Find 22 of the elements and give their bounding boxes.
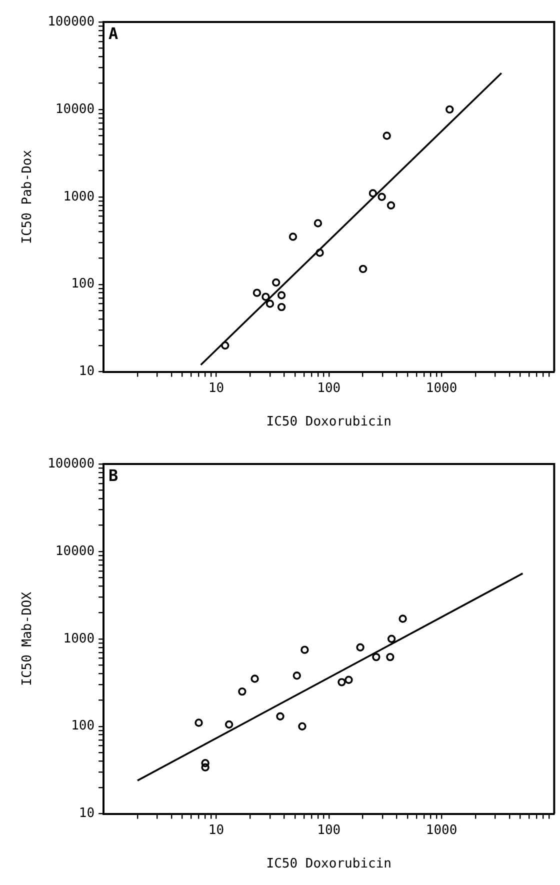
x-tick-label: 1000 [426,822,458,838]
annotation: B [108,466,119,486]
x-tick-label: 10 [208,380,224,396]
y-tick-label: 10 [78,364,95,380]
y-axis-title: IC50 Mab-DOX [20,592,36,686]
y-axis-title: IC50 Pab-Dox [20,150,36,244]
x-tick-label: 10 [208,822,224,838]
y-tick-label: 100000 [48,456,95,472]
y-tick-label: 1000 [63,631,95,646]
x-tick-label: 100 [317,380,341,396]
y-tick-label: 10000 [55,544,95,559]
x-tick-label: 100 [317,822,341,838]
y-tick-label: 10 [78,806,95,822]
y-tick-label: 100 [71,276,95,292]
x-tick-label: 1000 [426,380,458,396]
y-tick-label: 10000 [55,102,95,117]
annotation: A [108,24,119,44]
x-axis-title: IC50 Doxorubicin [266,856,392,872]
y-tick-label: 100000 [48,14,95,30]
y-tick-label: 1000 [63,189,95,204]
y-tick-label: 100 [71,718,95,734]
x-axis-title: IC50 Doxorubicin [266,414,392,430]
